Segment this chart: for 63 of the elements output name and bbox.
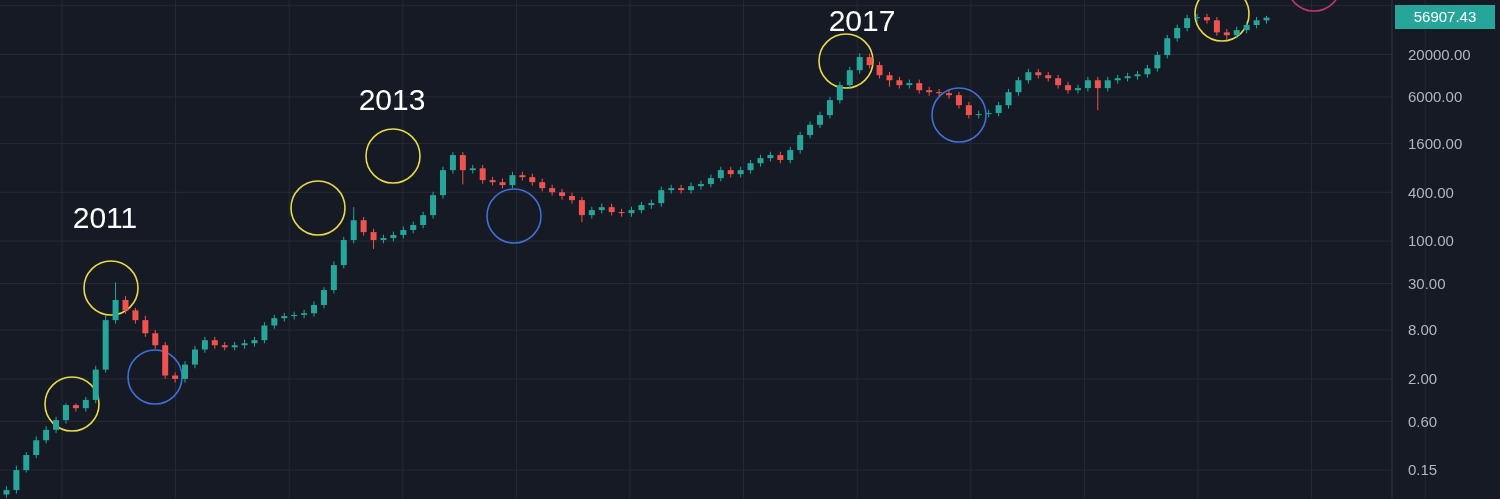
candlestick (370, 228, 377, 250)
candlestick (1015, 76, 1022, 97)
candlestick (72, 402, 79, 413)
candlestick (350, 206, 357, 244)
candlestick (1005, 88, 1012, 110)
annotation: 2013 (358, 83, 426, 116)
y-tick-label: 100.00 (1408, 232, 1454, 250)
candlestick (658, 186, 665, 208)
y-tick-label: 0.60 (1408, 412, 1438, 430)
candlestick (707, 174, 714, 188)
candlestick (23, 451, 30, 474)
candlestick (856, 52, 863, 75)
y-tick-label: 20000.00 (1408, 45, 1471, 63)
candlestick (191, 345, 198, 369)
candlestick (1213, 16, 1220, 37)
candlestick (62, 402, 69, 425)
candlestick (301, 309, 308, 319)
candlestick (459, 151, 466, 185)
candlestick (1074, 84, 1081, 95)
candlestick (360, 216, 367, 237)
candlestick (846, 66, 853, 90)
candlestick (261, 321, 268, 344)
candlestick (112, 281, 119, 325)
candlestick (320, 286, 327, 309)
candlestick (449, 151, 456, 175)
candlestick (549, 184, 556, 196)
price-tag: 56907.43 (1395, 5, 1495, 29)
candlestick (578, 196, 585, 223)
candlestick (142, 315, 149, 338)
candlestick (568, 192, 575, 205)
candlestick (688, 182, 695, 195)
candlestick (678, 184, 685, 195)
candlestick (1094, 76, 1101, 111)
candlestick (697, 180, 704, 191)
y-tick-label: 0.15 (1408, 461, 1438, 479)
candlestick (936, 88, 943, 97)
candlestick (836, 81, 843, 105)
candlestick (1154, 51, 1161, 73)
candlestick (1194, 13, 1201, 23)
y-tick-label: 400.00 (1408, 183, 1454, 201)
candlestick (13, 465, 20, 495)
y-tick-label: 30.00 (1408, 274, 1446, 292)
candlestick (1065, 81, 1072, 95)
y-tick-label: 2.00 (1408, 370, 1438, 388)
candlestick (430, 191, 437, 219)
y-tick-label: 1600.00 (1408, 134, 1463, 152)
candlestick (1203, 13, 1210, 25)
candlestick (182, 360, 189, 384)
candlestick (172, 371, 179, 384)
candlestick (152, 329, 159, 350)
annotation: 2017 (828, 4, 896, 37)
candlestick (311, 300, 318, 318)
candlestick (1164, 34, 1171, 59)
candlestick (33, 435, 40, 459)
y-tick-label: 8.00 (1408, 321, 1438, 339)
candlestick (826, 96, 833, 119)
candlestick (1055, 74, 1062, 90)
candlestick (797, 131, 804, 155)
annotation: 2011 (72, 201, 138, 234)
candlestick (946, 89, 952, 100)
y-tick-label: 6000.00 (1408, 88, 1463, 106)
candlestick (559, 188, 566, 201)
candlestick (479, 164, 486, 185)
